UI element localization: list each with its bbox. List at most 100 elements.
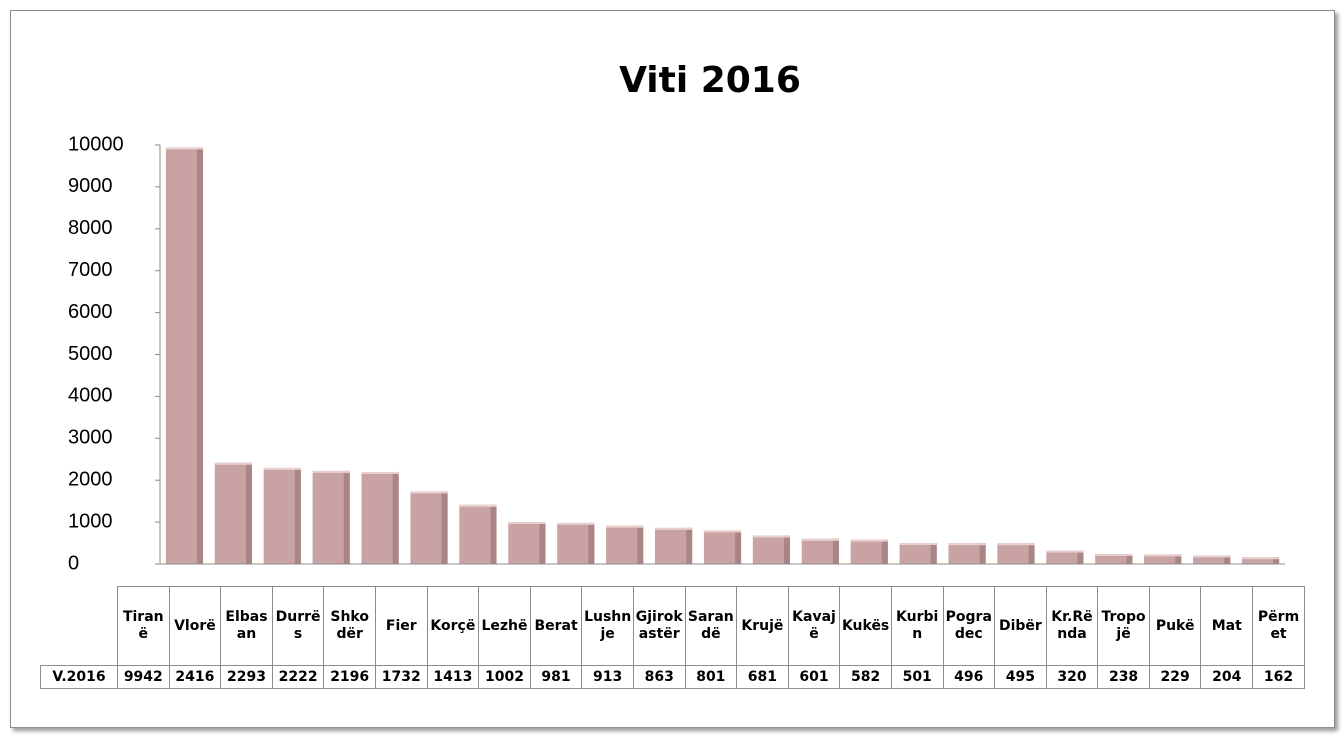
value-cell: 229	[1148, 665, 1202, 689]
category-cell: Mat	[1200, 586, 1254, 666]
bar-top	[410, 491, 448, 494]
bar-shade	[343, 470, 350, 564]
bar-shade	[930, 543, 937, 564]
bar-shade	[1028, 543, 1035, 564]
y-tick-label: 4000	[68, 385, 113, 407]
value-cell: 2196	[323, 665, 376, 689]
value-cell: 1732	[374, 665, 428, 689]
y-tick-label: 5000	[68, 343, 113, 365]
value-cell: 204	[1200, 665, 1254, 689]
bar	[948, 543, 986, 564]
bar	[263, 467, 301, 564]
series-name-cell: V.2016	[40, 665, 118, 689]
data-table: Tiranë Vlorë Elbasan Durrës Shkodër Fier Korçë…	[40, 586, 1305, 689]
value-cell: 238	[1097, 665, 1150, 689]
bar-top	[752, 535, 790, 538]
bar-top	[948, 543, 986, 546]
value-cell: 495	[994, 665, 1047, 689]
bar-shade	[1077, 550, 1084, 564]
bar-shade	[881, 539, 888, 564]
bar	[752, 535, 790, 564]
category-cell: Pogradec	[942, 586, 996, 666]
bar-top	[899, 543, 937, 546]
bar	[1144, 554, 1182, 564]
bar-top	[214, 462, 252, 465]
bar	[997, 543, 1035, 564]
category-cell: Dibër	[994, 586, 1047, 666]
category-cell: Gjirokastër	[632, 586, 686, 666]
category-cell: Kavajë	[787, 586, 841, 666]
bar	[459, 504, 497, 564]
y-tick-label: 10000	[68, 133, 124, 155]
bar-top	[263, 467, 301, 470]
bar-shade	[245, 462, 252, 564]
bar-top	[312, 470, 350, 473]
bar	[899, 543, 937, 564]
category-cell: Pukë	[1148, 586, 1202, 666]
bar	[557, 522, 595, 564]
bar	[1241, 557, 1280, 564]
y-tick-label: 0	[68, 552, 79, 574]
bar	[410, 491, 448, 564]
bar-shade	[197, 147, 204, 564]
category-cell: Vlorë	[168, 586, 222, 666]
bar-shade	[686, 527, 693, 564]
bar-top	[801, 538, 839, 541]
bar-top	[508, 522, 546, 525]
value-cell: 2416	[168, 665, 222, 689]
value-cell: 320	[1045, 665, 1099, 689]
y-tick-label: 7000	[68, 259, 113, 281]
y-tick-label: 9000	[68, 175, 113, 197]
y-tick-label: 2000	[68, 468, 113, 490]
bar-top	[1144, 554, 1182, 557]
bar-top	[1241, 557, 1280, 560]
category-cell: Korçë	[426, 586, 480, 666]
category-cell: Përmet	[1252, 586, 1305, 666]
value-cell: 863	[632, 665, 686, 689]
value-cell: 162	[1252, 665, 1305, 689]
header-row: Tiranë Vlorë Elbasan Durrës Shkodër Fier Korçë…	[40, 586, 1305, 666]
category-cell: Berat	[529, 586, 583, 666]
value-cell: 2222	[271, 665, 325, 689]
bar-shade	[490, 504, 497, 564]
value-cell: 2293	[220, 665, 273, 689]
category-cell: Kr.Rënda	[1045, 586, 1099, 666]
category-cell: Kurbin	[890, 586, 944, 666]
bar-shade	[1175, 554, 1182, 564]
bar-top	[165, 147, 204, 150]
category-cell: Shkodër	[323, 586, 376, 666]
category-cell: Fier	[374, 586, 428, 666]
blank-cell	[40, 586, 118, 666]
value-cell: 501	[890, 665, 944, 689]
value-cell: 681	[736, 665, 789, 689]
bar-shade	[1126, 554, 1133, 564]
category-cell: Lushnje	[581, 586, 634, 666]
value-cell: 9942	[117, 665, 170, 689]
bar-shade	[1224, 555, 1231, 564]
bar-top	[557, 522, 595, 525]
bar-shade	[1273, 557, 1280, 564]
bar-shade	[539, 522, 546, 564]
bar-top	[361, 471, 399, 474]
bar-top	[655, 527, 693, 530]
bar	[361, 471, 399, 564]
bar-top	[459, 504, 497, 507]
value-cell: 496	[942, 665, 996, 689]
value-cell: 1002	[478, 665, 531, 689]
category-cell: Tropojë	[1097, 586, 1150, 666]
value-row: V.2016 9942 2416 2293 2222 2196 1732 1413 1002 98…	[40, 665, 1305, 689]
bar-shade	[441, 491, 448, 564]
value-cell: 1413	[426, 665, 480, 689]
bar	[1193, 555, 1231, 564]
bar	[508, 522, 546, 564]
bar	[606, 525, 644, 564]
bar	[1046, 550, 1084, 564]
bar	[703, 530, 742, 564]
value-cell: 801	[684, 665, 738, 689]
bar	[1095, 554, 1133, 564]
value-cell: 913	[581, 665, 634, 689]
bar-top	[606, 525, 644, 528]
bar	[165, 147, 204, 564]
bar-shade	[588, 522, 595, 564]
